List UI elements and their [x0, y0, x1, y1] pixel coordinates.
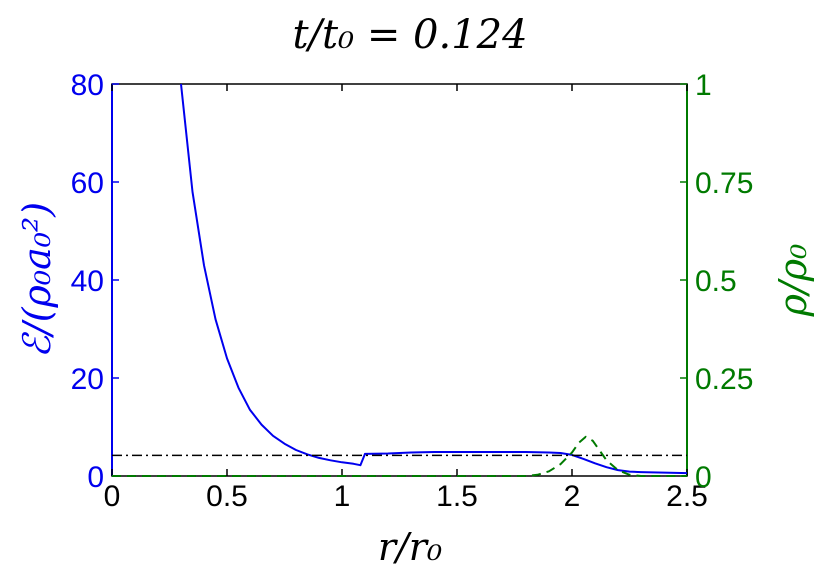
x-tick-label: 1.5	[436, 480, 478, 513]
left-y-tick-label: 40	[71, 265, 104, 298]
energy-density-line	[180, 83, 688, 475]
left-y-axis-label: ℰ/(ρ₀a₀²)	[15, 202, 59, 358]
chart-title: t/t₀ = 0.124	[292, 12, 527, 58]
left-y-tick-label: 0	[87, 461, 104, 494]
right-y-tick-label: 1	[695, 69, 712, 102]
x-axis-label: r/r₀	[378, 525, 442, 569]
right-y-tick-label: 0	[695, 461, 712, 494]
x-tick-label: 2	[564, 480, 581, 513]
x-tick-label: 0	[104, 480, 121, 513]
right-y-tick-label: 0.75	[695, 167, 753, 200]
plot-area	[111, 83, 688, 477]
x-tick-label: 1	[334, 480, 351, 513]
left-y-tick-label: 20	[71, 363, 104, 396]
left-y-tick-label: 80	[71, 69, 104, 102]
x-tick-label: 2.5	[666, 480, 708, 513]
density-line	[112, 435, 687, 477]
right-y-tick-label: 0.5	[695, 265, 737, 298]
right-y-axis-label: ρ/ρ₀	[771, 244, 815, 318]
left-y-tick-label: 60	[71, 167, 104, 200]
x-tick-label: 0.5	[206, 480, 248, 513]
right-y-tick-label: 0.25	[695, 363, 753, 396]
